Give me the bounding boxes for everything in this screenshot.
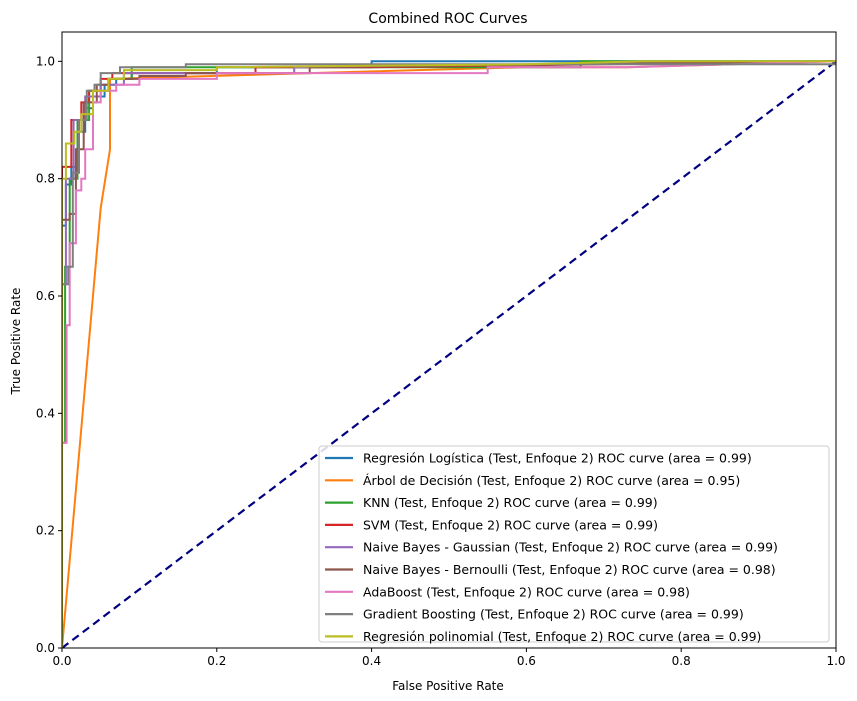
legend-label-6: Naive Bayes - Bernoulli (Test, Enfoque 2… (363, 562, 776, 577)
y-tick-label: 0.0 (36, 641, 55, 655)
series-lines (62, 60, 836, 648)
y-tick-label: 0.2 (36, 524, 55, 538)
x-axis-label: False Positive Rate (392, 679, 504, 693)
legend-label-5: Naive Bayes - Gaussian (Test, Enfoque 2)… (363, 540, 778, 555)
series-line-8 (62, 63, 836, 648)
legend-box (318, 445, 830, 643)
x-tick-label: 0.6 (517, 654, 536, 668)
legend-label-2: Árbol de Decisión (Test, Enfoque 2) ROC … (363, 473, 740, 488)
x-axis-ticks: 0.0 0.2 0.4 0.6 0.8 1.0 (52, 648, 846, 668)
chart-title: Combined ROC Curves (368, 11, 527, 27)
legend-label-9: Regresión polinomial (Test, Enfoque 2) R… (363, 629, 761, 644)
series-line-9 (62, 60, 836, 648)
x-tick-label: 0.0 (52, 654, 71, 668)
legend-label-1: Regresión Logística (Test, Enfoque 2) RO… (363, 451, 752, 466)
legend-label-8: Gradient Boosting (Test, Enfoque 2) ROC … (363, 607, 744, 622)
y-tick-label: 0.8 (36, 172, 55, 186)
x-tick-label: 0.4 (362, 654, 381, 668)
y-tick-label: 0.6 (36, 289, 55, 303)
y-axis-ticks: 0.0 0.2 0.4 0.6 0.8 1.0 (36, 54, 62, 655)
legend: Regresión Logística (Test, Enfoque 2) RO… (318, 445, 830, 644)
y-tick-label: 1.0 (36, 54, 55, 68)
series-line-7 (62, 60, 836, 648)
x-tick-label: 0.2 (207, 654, 226, 668)
x-tick-label: 1.0 (826, 654, 845, 668)
diagonal-reference-line (62, 60, 836, 648)
legend-label-7: AdaBoost (Test, Enfoque 2) ROC curve (ar… (363, 584, 690, 599)
legend-label-4: SVM (Test, Enfoque 2) ROC curve (area = … (363, 517, 658, 532)
plot-area (61, 31, 837, 649)
x-tick-label: 0.8 (672, 654, 691, 668)
y-axis-label: True Positive Rate (9, 288, 23, 396)
y-tick-label: 0.4 (36, 406, 55, 420)
axes-frame (61, 31, 837, 649)
legend-label-3: KNN (Test, Enfoque 2) ROC curve (area = … (363, 495, 658, 510)
